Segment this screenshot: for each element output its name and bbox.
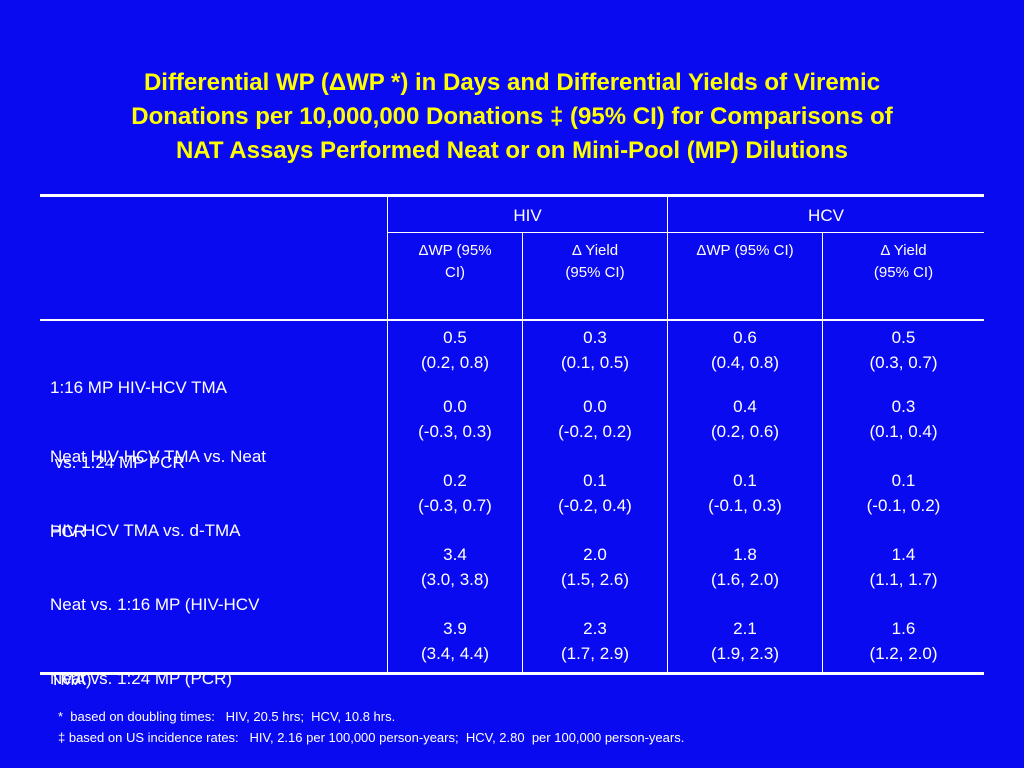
table-cell: 3.4 (3.0, 3.8) <box>420 545 490 589</box>
subheader-hcv-yield: Δ Yield (95% CI) <box>873 242 934 281</box>
column-divider <box>522 233 523 673</box>
table-cell: 2.0 (1.5, 2.6) <box>560 545 630 589</box>
subheader-hcv-wp: ΔWP (95% CI) <box>696 242 794 259</box>
footnote-doubling-times: * based on doubling times: HIV, 20.5 hrs… <box>58 709 396 724</box>
group-header-hiv: HIV <box>513 206 542 225</box>
column-divider <box>387 196 388 673</box>
row-label: Neat vs. 1:24 MP (PCR) <box>50 669 233 688</box>
table-cell: 0.1 (-0.2, 0.4) <box>558 471 632 515</box>
column-divider <box>822 233 823 673</box>
table-cell: 0.2 (-0.3, 0.7) <box>418 471 492 515</box>
table-bottom-border <box>40 672 984 675</box>
table-cell: 0.3 (0.1, 0.5) <box>560 328 630 372</box>
table-cell: 0.4 (0.2, 0.6) <box>710 397 780 441</box>
table-cell: 1.8 (1.6, 2.0) <box>710 545 780 589</box>
column-divider <box>667 196 668 673</box>
header-bottom-border <box>40 319 984 321</box>
slide-title: Differential WP (ΔWP *) in Days and Diff… <box>40 66 984 168</box>
header-divider <box>387 232 984 233</box>
title-line: NAT Assays Performed Neat or on Mini-Poo… <box>175 137 849 164</box>
row-label: Neat vs. 1:16 MP (HIV-HCV TMA) <box>50 595 260 689</box>
footnote-incidence-rates: ‡ based on US incidence rates: HIV, 2.16… <box>58 730 685 745</box>
table-cell: 0.0 (-0.2, 0.2) <box>558 397 632 441</box>
table-cell: 0.5 (0.2, 0.8) <box>420 328 490 372</box>
table-cell: 0.1 (-0.1, 0.3) <box>708 471 782 515</box>
table-cell: 0.6 (0.4, 0.8) <box>710 328 780 372</box>
table-cell: 0.0 (-0.3, 0.3) <box>418 397 492 441</box>
table-cell: 3.9 (3.4, 4.4) <box>420 619 490 663</box>
row-label: 1:16 MP HIV-HCV TMA vs. 1:24 MP PCR <box>50 378 227 472</box>
table-cell: 0.5 (0.3, 0.7) <box>869 328 938 372</box>
table-cell: 2.1 (1.9, 2.3) <box>710 619 780 663</box>
row-label: HIV-HCV TMA vs. d-TMA <box>50 521 241 540</box>
row-label: Neat HIV-HCV TMA vs. Neat PCR <box>50 447 267 541</box>
group-header-hcv: HCV <box>808 206 844 225</box>
table-cell: 1.6 (1.2, 2.0) <box>869 619 938 663</box>
subheader-hiv-wp: ΔWP (95% CI) <box>418 242 492 281</box>
title-line: Differential WP (ΔWP *) in Days and Diff… <box>143 69 881 96</box>
table-cell: 0.3 (0.1, 0.4) <box>869 397 938 441</box>
table-cell: 0.1 (-0.1, 0.2) <box>866 471 941 515</box>
table-top-border <box>40 194 984 197</box>
subheader-hiv-yield: Δ Yield (95% CI) <box>565 242 625 281</box>
table-cell: 2.3 (1.7, 2.9) <box>560 619 630 663</box>
table-cell: 1.4 (1.1, 1.7) <box>869 545 938 589</box>
title-line: Donations per 10,000,000 Donations ‡ (95… <box>131 103 893 130</box>
